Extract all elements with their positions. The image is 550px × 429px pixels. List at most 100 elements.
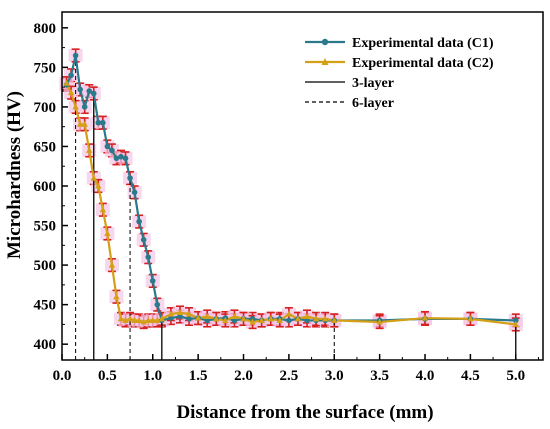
c1-point: [149, 278, 156, 284]
c2-point: [176, 309, 184, 316]
c1-point: [512, 317, 519, 324]
legend-label: Experimental data (C1): [352, 36, 494, 51]
c1-point: [72, 52, 79, 59]
x-tick-label: 3.5: [370, 368, 389, 384]
x-tick-label: 2.5: [280, 368, 299, 384]
legend-label: 3-layer: [352, 76, 394, 91]
c1-point: [131, 189, 138, 196]
c2-point: [117, 315, 125, 322]
c2-point: [312, 315, 320, 322]
c1-point: [136, 218, 142, 225]
c1-point: [95, 119, 102, 126]
c1-point: [81, 104, 88, 110]
y-axis-ticks: 400 450 500 550 600 650 700 750 800: [34, 21, 68, 353]
y-tick-label: 550: [34, 219, 57, 235]
c2-point: [131, 316, 138, 323]
c2-point: [185, 310, 193, 317]
legend-label: Experimental data (C2): [352, 56, 494, 71]
c1-point: [168, 315, 174, 321]
c2-point: [122, 316, 129, 323]
legend-label: 6-layer: [352, 96, 394, 111]
x-tick-label: 4.0: [416, 368, 435, 384]
c2-point: [204, 313, 211, 319]
c2-point: [222, 316, 229, 323]
c1-point: [118, 153, 124, 160]
c2-point: [467, 315, 474, 322]
y-tick-label: 600: [34, 179, 57, 195]
c2-point: [86, 146, 93, 153]
y-tick-label: 500: [34, 258, 57, 274]
c2-point: [104, 229, 111, 236]
x-axis-label: Distance from the surface (mm): [176, 402, 433, 423]
c2-point: [108, 261, 116, 268]
x-tick-label: 0.5: [98, 368, 117, 384]
c2-point: [303, 313, 311, 319]
legend-item: 3-layer: [305, 76, 394, 91]
c2-point: [95, 182, 102, 189]
c1-point: [231, 317, 238, 324]
series-c2-line: [65, 82, 516, 326]
x-tick-label: 3.0: [325, 368, 344, 384]
c2-point: [285, 310, 293, 317]
legend-item: Experimental data (C1): [305, 36, 494, 51]
c2-point: [258, 316, 265, 323]
c2-point: [149, 316, 156, 323]
x-axis-ticks: 0.0 0.5 1.0 1.5 2.0 2.5 3.0 3.5 4.0 4.5 5.0: [53, 354, 539, 384]
c1-point: [104, 143, 111, 150]
c1-point: [145, 254, 152, 260]
c2-point: [63, 79, 70, 86]
legend: Experimental data (C1) Experimental data …: [305, 36, 494, 111]
c1-point: [127, 175, 133, 181]
c1-point: [113, 155, 120, 162]
c1-point: [68, 72, 74, 79]
c2-point: [167, 310, 175, 317]
x-tick-label: 2.0: [234, 368, 253, 384]
c2-point: [194, 314, 202, 321]
c1-point: [140, 236, 147, 243]
c2-point: [213, 315, 220, 322]
x-tick-label: 0.0: [53, 368, 72, 384]
c2-point: [99, 206, 107, 213]
c2-point: [240, 315, 247, 322]
y-tick-label: 650: [34, 139, 57, 155]
c2-point: [140, 318, 147, 325]
y-tick-label: 400: [34, 337, 57, 353]
c2-point: [154, 316, 161, 323]
c2-point: [231, 313, 238, 319]
c2-point: [249, 318, 256, 325]
legend-marker: [321, 58, 329, 65]
c2-point: [267, 315, 274, 322]
error-shading: [59, 48, 523, 332]
x-tick-label: 1.0: [143, 368, 162, 384]
x-tick-label: 1.5: [189, 368, 208, 384]
c2-point: [145, 316, 152, 323]
c2-point: [376, 318, 383, 325]
c1-point: [77, 86, 83, 93]
c2-point: [81, 120, 88, 127]
c1-point: [90, 90, 97, 97]
c2-point: [113, 293, 120, 300]
c2-point: [331, 316, 338, 323]
c1-point: [86, 88, 93, 94]
legend-marker: [321, 38, 329, 46]
x-tick-label: 4.5: [461, 368, 480, 384]
c1-point: [109, 147, 115, 154]
c2-point: [421, 314, 429, 321]
c1-point: [204, 317, 211, 324]
y-axis-label: Microhardness (HV): [4, 91, 25, 259]
c1-point: [100, 119, 106, 126]
c2-point: [90, 174, 97, 181]
c1-point: [177, 313, 183, 320]
c2-point: [67, 89, 75, 96]
legend-item: Experimental data (C2): [305, 56, 494, 71]
c2-point: [135, 316, 143, 323]
c2-point: [294, 315, 302, 322]
y-tick-label: 800: [34, 21, 57, 37]
c2-point: [76, 120, 84, 127]
y-tick-label: 700: [34, 100, 57, 116]
c2-point: [512, 320, 519, 327]
c1-point: [122, 155, 129, 162]
c2-point: [321, 315, 329, 322]
c1-point: [286, 317, 292, 324]
x-tick-label: 5.0: [506, 368, 525, 384]
